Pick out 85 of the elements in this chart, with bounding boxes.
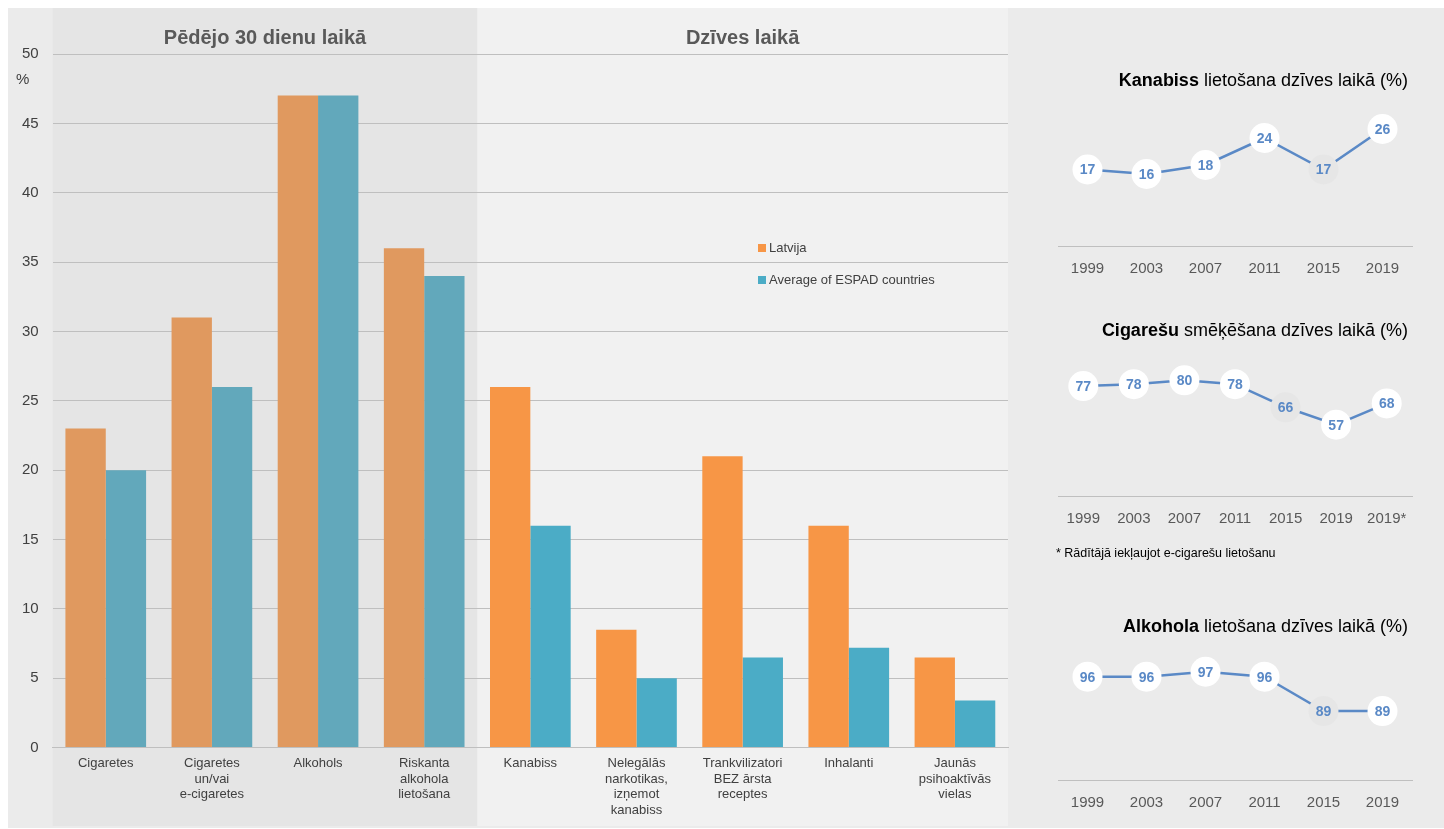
- x-tick-label: Kanabiss: [503, 754, 558, 770]
- x-tick-label: Cigaretes un/vai e-cigaretes: [179, 754, 245, 802]
- x-tick-label: 1999: [1070, 259, 1105, 277]
- bar: [596, 629, 637, 748]
- bar: [490, 386, 531, 748]
- x-tick-label: 2003: [1117, 509, 1151, 527]
- bar: [171, 317, 212, 748]
- y-tick-label: 50: [22, 44, 39, 62]
- y-tick-label: 15: [22, 529, 39, 547]
- x-tick-label: Nelegālās narkotikas, izņemot kanabiss: [605, 754, 668, 817]
- y-tick-label: 40: [22, 182, 39, 200]
- x-tick-label: 2007: [1188, 259, 1223, 277]
- chart-title: Alkohola lietošana dzīves laikā (%): [1122, 616, 1408, 636]
- data-label: 96: [1256, 668, 1273, 685]
- data-label: 78: [1227, 376, 1243, 392]
- data-label: 26: [1374, 120, 1391, 137]
- x-tick-label: Jaunās psihoaktīvās vielas: [918, 754, 992, 802]
- bar: [65, 428, 106, 748]
- data-label: 16: [1138, 165, 1155, 182]
- bar: [954, 700, 996, 748]
- x-tick-label: Alkohols: [293, 754, 344, 770]
- bar: [105, 470, 147, 748]
- data-label: 57: [1328, 416, 1345, 433]
- x-tick-label: 2019: [1319, 509, 1353, 527]
- y-tick-label: 35: [22, 252, 39, 270]
- x-tick-label: Trankvilizatori BEZ ārsta receptes: [702, 754, 783, 802]
- legend-label: Average of ESPAD countries: [769, 272, 935, 287]
- bar: [211, 386, 253, 748]
- chart-title: Kanabiss lietošana dzīves laikā (%): [1118, 70, 1408, 90]
- bar: [424, 275, 465, 748]
- data-label: 97: [1197, 663, 1214, 680]
- data-label: 17: [1079, 161, 1096, 178]
- y-tick-label: 0: [30, 737, 39, 755]
- data-label: 66: [1277, 399, 1294, 416]
- x-tick-label: 2015: [1306, 259, 1341, 277]
- x-tick-label: 2015: [1268, 509, 1303, 527]
- y-tick-label: 10: [22, 599, 39, 617]
- y-tick-label: 20: [22, 460, 39, 478]
- data-label: 68: [1378, 395, 1395, 412]
- data-label: 78: [1126, 376, 1142, 392]
- y-tick-label: 30: [22, 321, 39, 339]
- x-tick-label: 2019: [1365, 793, 1400, 811]
- bar: [914, 657, 955, 748]
- bar: [530, 525, 571, 748]
- x-tick-label: 2011: [1248, 259, 1281, 277]
- x-tick-label: 1999: [1070, 793, 1105, 811]
- data-label: 80: [1176, 372, 1193, 389]
- data-label: 96: [1138, 668, 1155, 685]
- bar: [702, 456, 743, 748]
- data-label: 77: [1075, 377, 1092, 394]
- y-tick-label: 25: [22, 390, 39, 408]
- x-tick-label: Riskanta alkohola lietošana: [398, 754, 451, 802]
- x-tick-label: 2003: [1129, 793, 1164, 811]
- bar: [318, 95, 359, 748]
- bar: [636, 678, 677, 748]
- data-label: 96: [1079, 668, 1096, 685]
- x-tick-label: 1999: [1066, 509, 1100, 527]
- x-tick-label: Cigaretes: [77, 754, 135, 770]
- bar: [383, 248, 425, 748]
- y-tick-label: 5: [30, 668, 39, 686]
- data-label: 18: [1197, 156, 1214, 173]
- x-tick-label: 2011: [1218, 509, 1252, 527]
- bar: [277, 95, 319, 748]
- band-label: Pēdējo 30 dienu laikā: [163, 25, 367, 48]
- legend-label: Latvija: [769, 240, 807, 255]
- x-tick-label: 2019*: [1367, 509, 1407, 527]
- band-label: Dzīves laikā: [685, 25, 801, 48]
- x-tick-label: 2011: [1248, 793, 1281, 811]
- text: * Rādītājā iekļaujot e-cigarešu lietošanu: [1056, 546, 1277, 560]
- data-label: 24: [1256, 129, 1273, 146]
- data-label: 89: [1315, 702, 1332, 719]
- x-tick-label: 2003: [1129, 259, 1164, 277]
- chart-title: Cigarešu smēķēšana dzīves laikā (%): [1101, 320, 1408, 340]
- x-tick-label: 2019: [1365, 259, 1400, 277]
- data-label: 89: [1374, 702, 1391, 719]
- bar: [808, 525, 849, 748]
- data-label: 17: [1315, 161, 1332, 178]
- x-tick-label: Inhalanti: [824, 754, 874, 770]
- y-tick-label: 45: [22, 113, 39, 131]
- y-axis-title: %: [16, 70, 30, 88]
- x-tick-label: 2007: [1188, 793, 1223, 811]
- x-tick-label: 2015: [1306, 793, 1341, 811]
- bar: [742, 657, 783, 748]
- bar: [848, 647, 890, 748]
- x-tick-label: 2007: [1167, 509, 1202, 527]
